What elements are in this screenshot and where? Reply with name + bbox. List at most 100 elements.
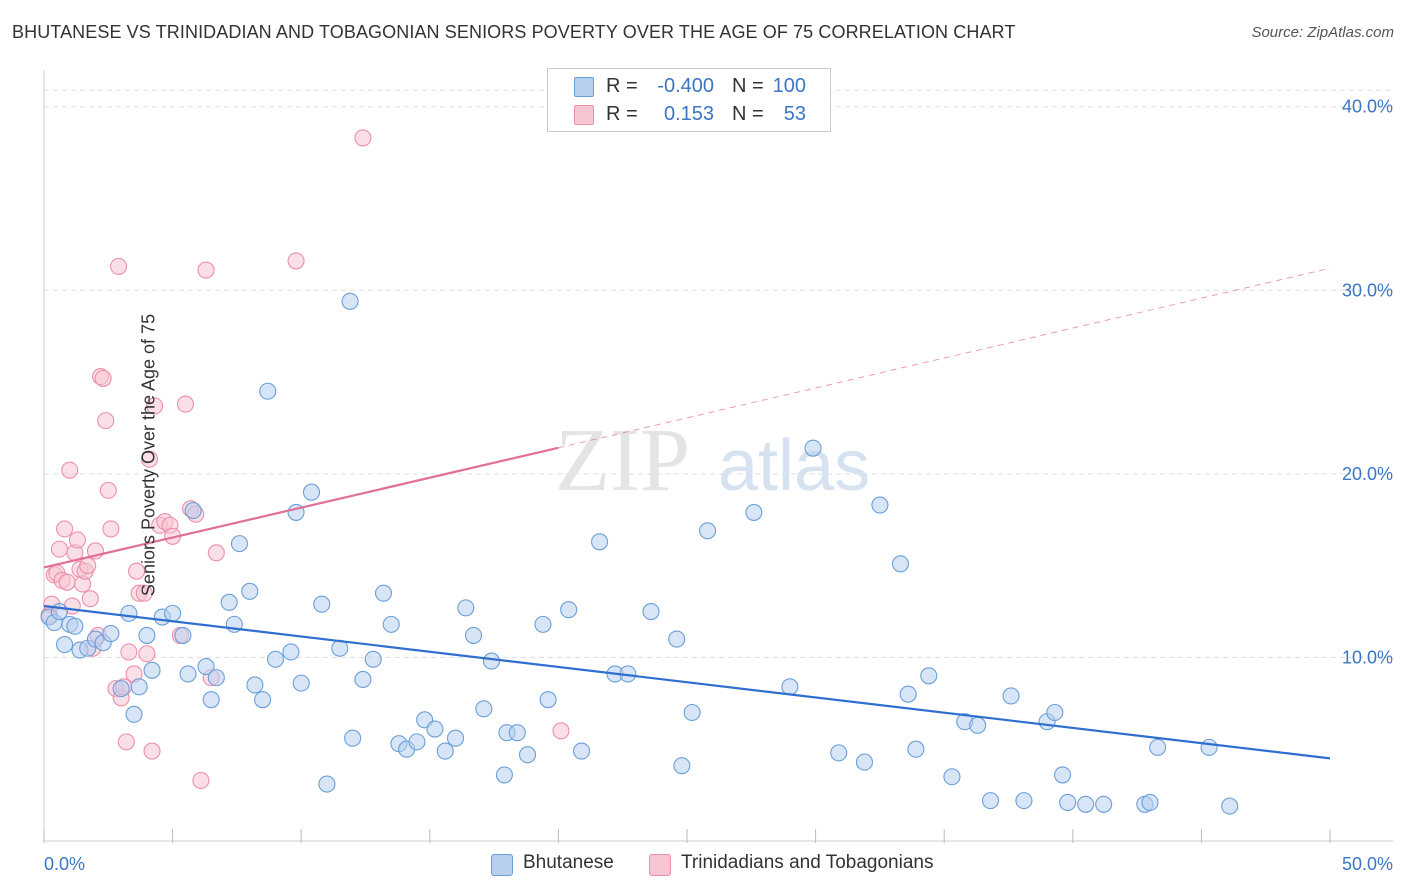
y-tick-label: 40.0%	[1342, 97, 1393, 117]
legend-swatch-trinidadians	[574, 105, 594, 125]
point-bhutanese	[125, 705, 143, 723]
legend-n-value: 53	[783, 103, 806, 125]
legend-row-bhutanese: R = -0.400 N = 100	[548, 73, 830, 101]
point-bhutanese	[197, 658, 215, 676]
point-bhutanese	[591, 533, 609, 551]
series-bhutanese	[40, 292, 1239, 815]
point-bhutanese	[891, 555, 910, 573]
point-bhutanese	[1053, 766, 1072, 784]
point-bhutanese	[920, 667, 938, 685]
point-bhutanese	[179, 665, 197, 683]
point-trinidadians	[58, 573, 76, 591]
point-bhutanese	[457, 599, 475, 617]
tick-layer: 10.0% 20.0% 30.0% 40.0% 0.0% 50.0%	[44, 97, 1393, 874]
point-trinidadians	[81, 590, 99, 608]
x-tick-label: 0.0%	[44, 854, 85, 874]
point-trinidadians	[50, 540, 68, 558]
point-bhutanese	[408, 733, 426, 751]
point-trinidadians	[552, 722, 570, 740]
point-bhutanese	[66, 617, 84, 635]
watermark-zip: ZIP	[555, 411, 690, 510]
point-bhutanese	[143, 661, 161, 679]
point-trinidadians	[192, 771, 210, 789]
point-trinidadians	[138, 645, 156, 663]
y-axis-label: Seniors Poverty Over the Age of 75	[138, 313, 159, 597]
legend-row-trinidadians: R = 0.153 N = 53	[548, 101, 830, 129]
point-bhutanese	[1095, 795, 1113, 813]
point-bhutanese	[899, 685, 917, 703]
legend-swatch-bhutanese	[574, 77, 594, 97]
point-bhutanese	[344, 729, 362, 747]
point-bhutanese	[1059, 793, 1077, 812]
point-bhutanese	[164, 604, 182, 622]
point-trinidadians	[79, 557, 97, 575]
correlation-legend: R = -0.400 N = 100 R = 0.153 N = 53	[547, 68, 831, 132]
legend-n-label: N =	[732, 103, 764, 125]
point-bhutanese	[539, 691, 557, 709]
watermark-layer: ZIP atlas	[555, 411, 870, 510]
point-bhutanese	[508, 724, 526, 742]
point-bhutanese	[426, 720, 444, 738]
point-trinidadians	[287, 252, 305, 270]
point-bhutanese	[102, 625, 120, 643]
point-bhutanese	[241, 582, 259, 600]
point-bhutanese	[495, 766, 513, 784]
point-bhutanese	[534, 615, 552, 633]
point-trinidadians	[120, 643, 138, 661]
chart-title: BHUTANESE VS TRINIDADIAN AND TOBAGONIAN …	[12, 22, 1016, 42]
point-bhutanese	[230, 535, 249, 553]
point-bhutanese	[855, 753, 874, 771]
point-trinidadians	[135, 584, 153, 602]
point-bhutanese	[1002, 687, 1020, 705]
point-bhutanese	[259, 382, 277, 400]
point-bhutanese	[699, 522, 717, 540]
watermark-atlas: atlas	[718, 426, 870, 506]
point-trinidadians	[97, 412, 115, 430]
trendline-bhutanese	[43, 604, 1331, 760]
legend-swatch-bhutanese	[491, 854, 513, 876]
point-trinidadians	[56, 520, 74, 538]
point-trinidadians	[176, 395, 195, 413]
point-bhutanese	[482, 652, 501, 670]
point-bhutanese	[518, 746, 537, 764]
point-bhutanese	[436, 742, 454, 760]
point-bhutanese	[446, 729, 465, 747]
point-bhutanese	[138, 626, 156, 644]
point-trinidadians	[143, 742, 161, 760]
point-trinidadians	[102, 520, 120, 538]
point-bhutanese	[292, 674, 310, 692]
point-bhutanese	[642, 602, 660, 621]
point-bhutanese	[254, 691, 272, 709]
point-bhutanese	[354, 670, 372, 689]
point-trinidadians	[94, 369, 112, 387]
point-bhutanese	[184, 502, 202, 520]
point-bhutanese	[341, 292, 359, 310]
axis-layer	[43, 70, 1393, 843]
point-bhutanese	[943, 768, 961, 786]
point-bhutanese	[318, 775, 336, 793]
point-bhutanese	[668, 630, 686, 648]
point-trinidadians	[68, 531, 86, 549]
legend-r-value: -0.400	[657, 75, 714, 97]
point-bhutanese	[50, 602, 68, 621]
point-bhutanese	[804, 439, 822, 457]
point-bhutanese	[266, 650, 285, 668]
point-bhutanese	[282, 643, 300, 661]
point-bhutanese	[207, 669, 225, 687]
point-trinidadians	[197, 261, 215, 279]
point-bhutanese	[130, 678, 148, 696]
point-bhutanese	[745, 503, 763, 521]
legend-label-bhutanese: Bhutanese	[523, 852, 614, 873]
point-bhutanese	[981, 792, 1000, 810]
point-bhutanese	[1141, 793, 1159, 812]
point-bhutanese	[382, 615, 400, 633]
point-trinidadians	[128, 562, 146, 580]
trendline-trinidadians-extension	[558, 267, 1331, 449]
point-bhutanese	[1200, 738, 1218, 756]
point-trinidadians	[140, 450, 159, 468]
point-trinidadians	[207, 544, 225, 562]
point-bhutanese	[313, 595, 331, 613]
point-bhutanese	[374, 584, 393, 602]
y-tick-label: 10.0%	[1342, 647, 1393, 667]
